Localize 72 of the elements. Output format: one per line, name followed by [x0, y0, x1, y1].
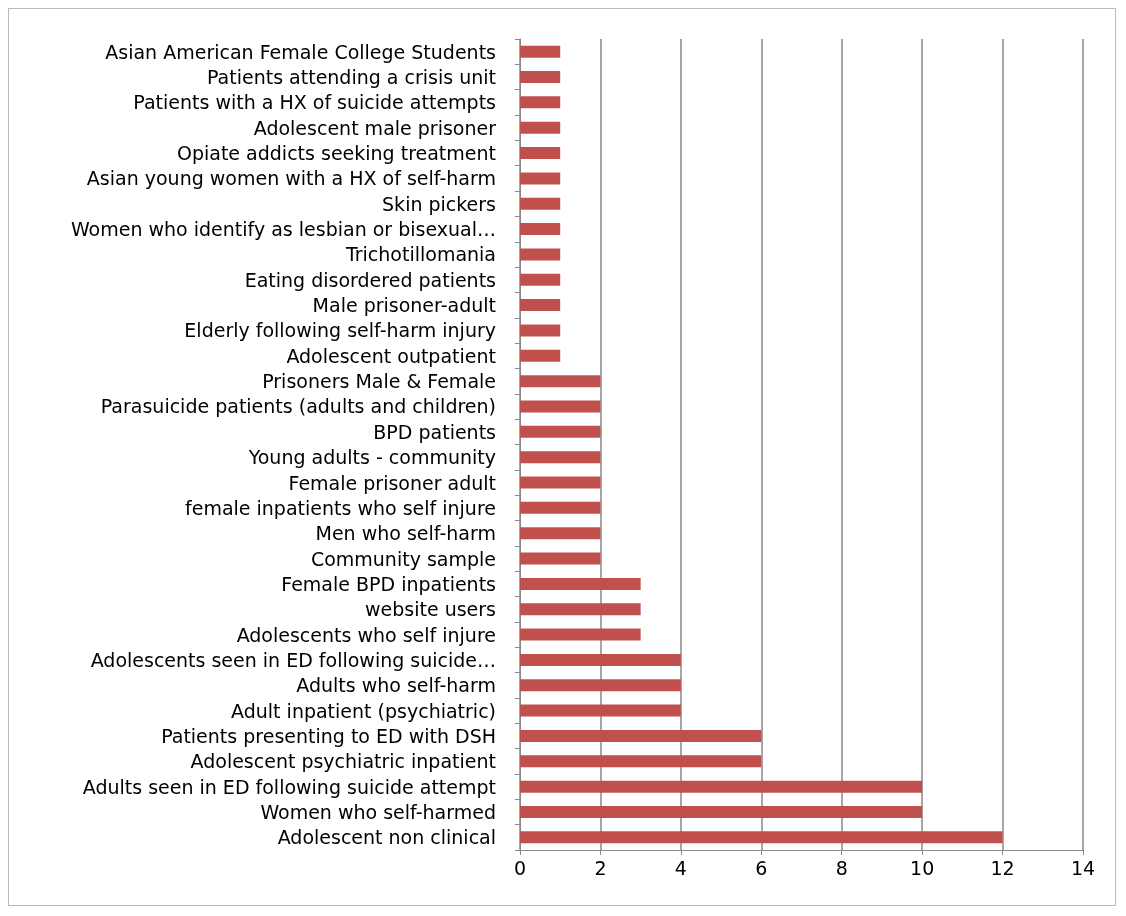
- y-tick-label: Male prisoner-adult: [312, 294, 496, 317]
- y-tick-label: Prisoners Male & Female: [262, 370, 496, 393]
- y-tick-label: Asian American Female College Students: [105, 40, 496, 63]
- y-tick-label: Men who self-harm: [315, 522, 496, 545]
- x-tick-label: 6: [755, 856, 768, 879]
- bar: [520, 552, 601, 565]
- bar: [520, 527, 601, 540]
- bar: [520, 375, 601, 388]
- y-tick-label: Women who identify as lesbian or bisexual…: [70, 218, 496, 241]
- bar: [520, 831, 1003, 844]
- bar: [520, 400, 601, 413]
- x-tick-label: 10: [910, 856, 935, 879]
- y-tick-label: Eating disordered patients: [244, 268, 496, 291]
- x-tick-label: 12: [990, 856, 1015, 879]
- y-tick-label: Elderly following self-harm injury: [184, 319, 496, 342]
- y-tick-label: Adult inpatient (psychiatric): [231, 699, 496, 722]
- bar: [520, 425, 601, 438]
- bar: [520, 248, 561, 261]
- y-tick-label: Female BPD inpatients: [281, 572, 496, 595]
- y-tick-label: BPD patients: [373, 420, 496, 443]
- y-tick-label: Young adults - community: [247, 446, 496, 469]
- bar: [520, 577, 641, 590]
- y-tick-label: Asian young women with a HX of self-harm: [86, 167, 496, 190]
- bar: [520, 603, 641, 616]
- y-tick-label: Adolescents seen in ED following suicide…: [90, 648, 496, 671]
- bar: [520, 451, 601, 464]
- y-tick-label: Patients attending a crisis unit: [207, 66, 496, 89]
- x-tick-label: 14: [1070, 856, 1096, 879]
- bar: [520, 476, 601, 489]
- bar: [520, 121, 561, 134]
- bar: [520, 45, 561, 58]
- bar: [520, 704, 681, 717]
- bar: [520, 679, 681, 692]
- bar: [520, 299, 561, 312]
- y-tick-label: Skin pickers: [382, 192, 496, 215]
- bar: [520, 805, 923, 818]
- bar: [520, 172, 561, 185]
- bar: [520, 147, 561, 160]
- y-tick-label: website users: [365, 598, 496, 621]
- y-tick-label: Opiate addicts seeking treatment: [176, 142, 496, 165]
- bar: [520, 780, 923, 793]
- y-tick-label: Adults seen in ED following suicide attempt: [82, 775, 496, 798]
- bar: [520, 273, 561, 286]
- bar: [520, 628, 641, 641]
- bar: [520, 653, 681, 666]
- y-tick-label: female inpatients who self injure: [185, 496, 496, 519]
- bar: [520, 71, 561, 84]
- y-tick-label: Adolescent non clinical: [277, 826, 496, 849]
- x-tick-label: 4: [674, 856, 687, 879]
- y-tick-label: Adolescent male prisoner: [253, 116, 497, 139]
- y-tick-label: Patients with a HX of suicide attempts: [133, 91, 496, 114]
- x-tick-label: 8: [835, 856, 848, 879]
- y-tick-label: Community sample: [310, 547, 496, 570]
- y-tick-label: Adolescent outpatient: [286, 344, 496, 367]
- y-tick-label: Parasuicide patients (adults and children): [100, 395, 496, 418]
- bar: [520, 197, 561, 210]
- bar: [520, 501, 601, 514]
- x-tick-label: 2: [594, 856, 607, 879]
- bar: [520, 349, 561, 362]
- y-tick-label: Adolescent psychiatric inpatient: [190, 750, 496, 773]
- bar: [520, 324, 561, 337]
- bar: [520, 755, 762, 768]
- y-tick-label: Adolescents who self injure: [236, 623, 496, 646]
- x-tick-label: 0: [513, 856, 527, 879]
- y-tick-label: Women who self-harmed: [260, 800, 496, 823]
- bar: [520, 96, 561, 109]
- y-tick-label: Adults who self-harm: [296, 674, 496, 697]
- y-tick-label: Patients presenting to ED with DSH: [161, 724, 496, 747]
- y-tick-label: Female prisoner adult: [288, 471, 496, 494]
- bar: [520, 729, 762, 742]
- y-tick-label: Trichotillomania: [344, 243, 496, 266]
- bar: [520, 223, 561, 236]
